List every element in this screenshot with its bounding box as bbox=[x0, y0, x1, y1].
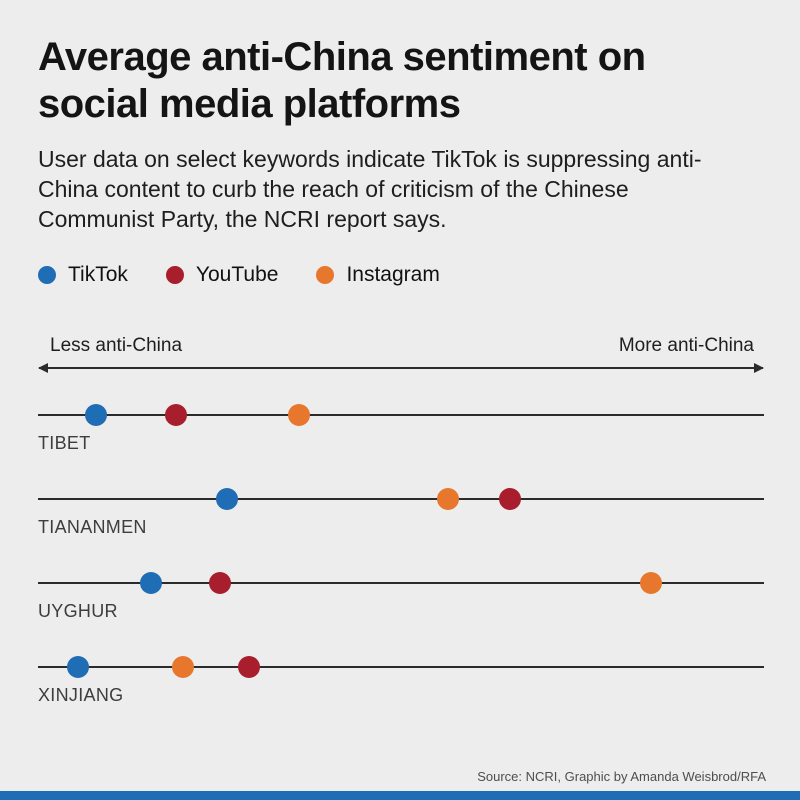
legend-label: YouTube bbox=[195, 262, 279, 286]
row-line bbox=[38, 497, 764, 500]
row-track bbox=[38, 487, 764, 511]
row-track bbox=[38, 403, 764, 427]
legend-item-tiktok: TikTok bbox=[38, 263, 128, 287]
row-track bbox=[38, 655, 764, 679]
instagram-data-point bbox=[437, 487, 460, 510]
youtube-data-point bbox=[237, 655, 260, 678]
legend-item-youtube: YouTube bbox=[165, 262, 279, 287]
youtube-dot-icon bbox=[165, 265, 184, 284]
instagram-data-point bbox=[288, 403, 311, 426]
row-line bbox=[38, 413, 764, 416]
youtube-data-point bbox=[208, 571, 231, 594]
legend-item-instagram: Instagram bbox=[316, 262, 440, 287]
axis-label-more: More anti-China bbox=[618, 334, 754, 356]
legend: TikTok YouTube Instagram bbox=[38, 263, 764, 287]
double-arrow-icon bbox=[38, 362, 764, 373]
instagram-data-point bbox=[172, 655, 195, 678]
tiktok-data-point bbox=[139, 571, 162, 594]
legend-label: Instagram bbox=[346, 262, 440, 286]
chart-subtitle: User data on select keywords indicate Ti… bbox=[38, 145, 702, 233]
row-line bbox=[38, 665, 764, 668]
chart-row: TIANANMEN bbox=[38, 487, 764, 538]
chart-row: XINJIANG bbox=[38, 655, 764, 706]
tiktok-data-point bbox=[215, 487, 238, 510]
axis-label-less: Less anti-China bbox=[50, 334, 183, 356]
category-label: TIANANMEN bbox=[38, 516, 147, 537]
youtube-data-point bbox=[498, 487, 521, 510]
row-track bbox=[38, 571, 764, 595]
tiktok-dot-icon bbox=[38, 265, 56, 284]
youtube-data-point bbox=[164, 403, 187, 426]
category-label: UYGHUR bbox=[38, 600, 118, 621]
x-axis: Less anti-China More anti-China bbox=[38, 335, 764, 373]
category-label: TIBET bbox=[38, 432, 91, 453]
instagram-data-point bbox=[640, 571, 663, 594]
source-credit: Source: NCRI, Graphic by Amanda Weisbrod… bbox=[477, 769, 766, 784]
category-label: XINJIANG bbox=[38, 684, 124, 705]
footer-bar bbox=[0, 791, 800, 800]
legend-label: TikTok bbox=[68, 262, 128, 286]
instagram-dot-icon bbox=[316, 265, 335, 284]
chart-row: TIBET bbox=[38, 403, 764, 454]
dot-plot: TIBET TIANANMEN UYGHUR XINJIANG bbox=[38, 403, 764, 706]
chart-title: Average anti-China sentiment on social m… bbox=[38, 35, 646, 126]
row-line bbox=[38, 581, 764, 584]
tiktok-data-point bbox=[85, 403, 108, 426]
chart-row: UYGHUR bbox=[38, 571, 764, 622]
tiktok-data-point bbox=[66, 655, 89, 678]
axis-labels: Less anti-China More anti-China bbox=[38, 335, 764, 357]
